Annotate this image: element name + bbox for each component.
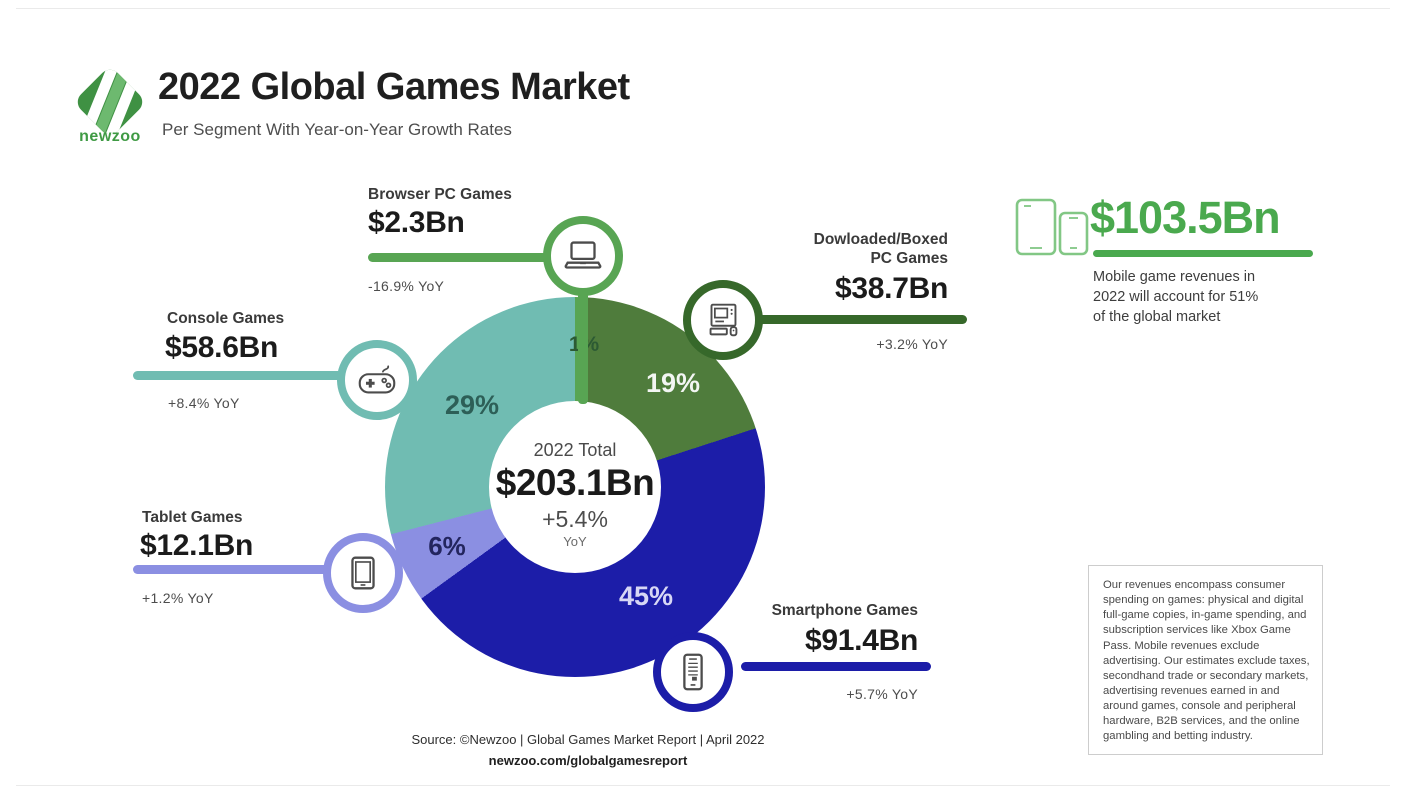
segment-value: $2.3Bn xyxy=(368,206,465,239)
page-subtitle: Per Segment With Year-on-Year Growth Rat… xyxy=(162,120,512,139)
segment-name: Tablet Games xyxy=(142,509,243,526)
mobile-devices-icon xyxy=(1014,196,1090,260)
highlight-value: $103.5Bn xyxy=(1090,192,1281,243)
source-attribution: Source: ©Newzoo | Global Games Market Re… xyxy=(411,732,765,747)
callout-smartphone-games: Smartphone Games $91.4Bn +5.7% YoY xyxy=(650,598,940,712)
segment-yoy: +3.2% YoY xyxy=(876,336,948,352)
segment-name-line1: Dowloaded/Boxed xyxy=(813,231,948,248)
share-label-console: 29% xyxy=(444,390,500,420)
callout-console-games: Console Games $58.6Bn +8.4% YoY xyxy=(125,305,435,420)
total-growth: +5.4% xyxy=(542,506,608,532)
share-label-tablet: 6% xyxy=(428,531,466,561)
connector-line xyxy=(758,315,967,324)
segment-value: $38.7Bn xyxy=(835,272,948,305)
disclaimer-box: Our revenues encompass consumer spending… xyxy=(1088,565,1323,755)
segment-value: $91.4Bn xyxy=(805,624,918,657)
donut-center-hole xyxy=(489,401,661,573)
callout-tablet-games: Tablet Games $12.1Bn +1.2% YoY xyxy=(125,505,435,615)
segment-yoy: +5.7% YoY xyxy=(846,686,918,702)
share-label-smartphone: 45% xyxy=(618,581,674,611)
share-label-downloaded-pc: 19% xyxy=(645,368,701,398)
top-divider xyxy=(16,8,1390,9)
connector-line xyxy=(133,565,330,574)
segment-yoy: +1.2% YoY xyxy=(142,590,214,606)
gamepad-icon xyxy=(337,340,417,420)
segment-name: Console Games xyxy=(167,310,285,327)
bottom-divider xyxy=(16,785,1390,786)
highlight-underline xyxy=(1093,250,1313,257)
connector-line xyxy=(133,371,345,380)
segment-value: $58.6Bn xyxy=(165,331,278,364)
donut-center-text: 2022 Total $203.1Bn +5.4% YoY xyxy=(465,440,685,549)
smartphone-icon xyxy=(653,632,733,712)
report-url-link[interactable]: newzoo.com/globalgamesreport xyxy=(488,753,688,768)
segment-name: Dowloaded/Boxed PC Games xyxy=(814,230,948,269)
segment-name: Browser PC Games xyxy=(368,186,512,203)
segment-name: Smartphone Games xyxy=(771,602,918,619)
newzoo-wordmark: newzoo xyxy=(79,128,141,145)
segment-name-line2: PC Games xyxy=(870,250,948,268)
total-growth-unit: YoY xyxy=(563,534,587,549)
connector-line xyxy=(368,253,550,262)
highlight-description: Mobile game revenues in 2022 will accoun… xyxy=(1093,269,1259,325)
segment-yoy: +8.4% YoY xyxy=(168,395,240,411)
page-title: 2022 Global Games Market xyxy=(158,66,630,108)
tablet-icon xyxy=(323,533,403,613)
callout-browser-pc-games: Browser PC Games $2.3Bn -16.9% YoY xyxy=(360,184,660,404)
segment-yoy: -16.9% YoY xyxy=(368,278,445,294)
connector-line xyxy=(741,662,931,671)
connector-stem xyxy=(578,292,588,404)
callout-downloaded-boxed-pc-games: Dowloaded/Boxed PC Games $38.7Bn +3.2% Y… xyxy=(680,228,970,360)
desktop-pc-icon xyxy=(683,280,763,360)
newzoo-logo-icon xyxy=(70,56,150,148)
segment-value: $12.1Bn xyxy=(140,529,253,562)
laptop-icon xyxy=(543,216,623,296)
total-value: $203.1Bn xyxy=(495,462,655,503)
total-label: 2022 Total xyxy=(533,440,617,460)
